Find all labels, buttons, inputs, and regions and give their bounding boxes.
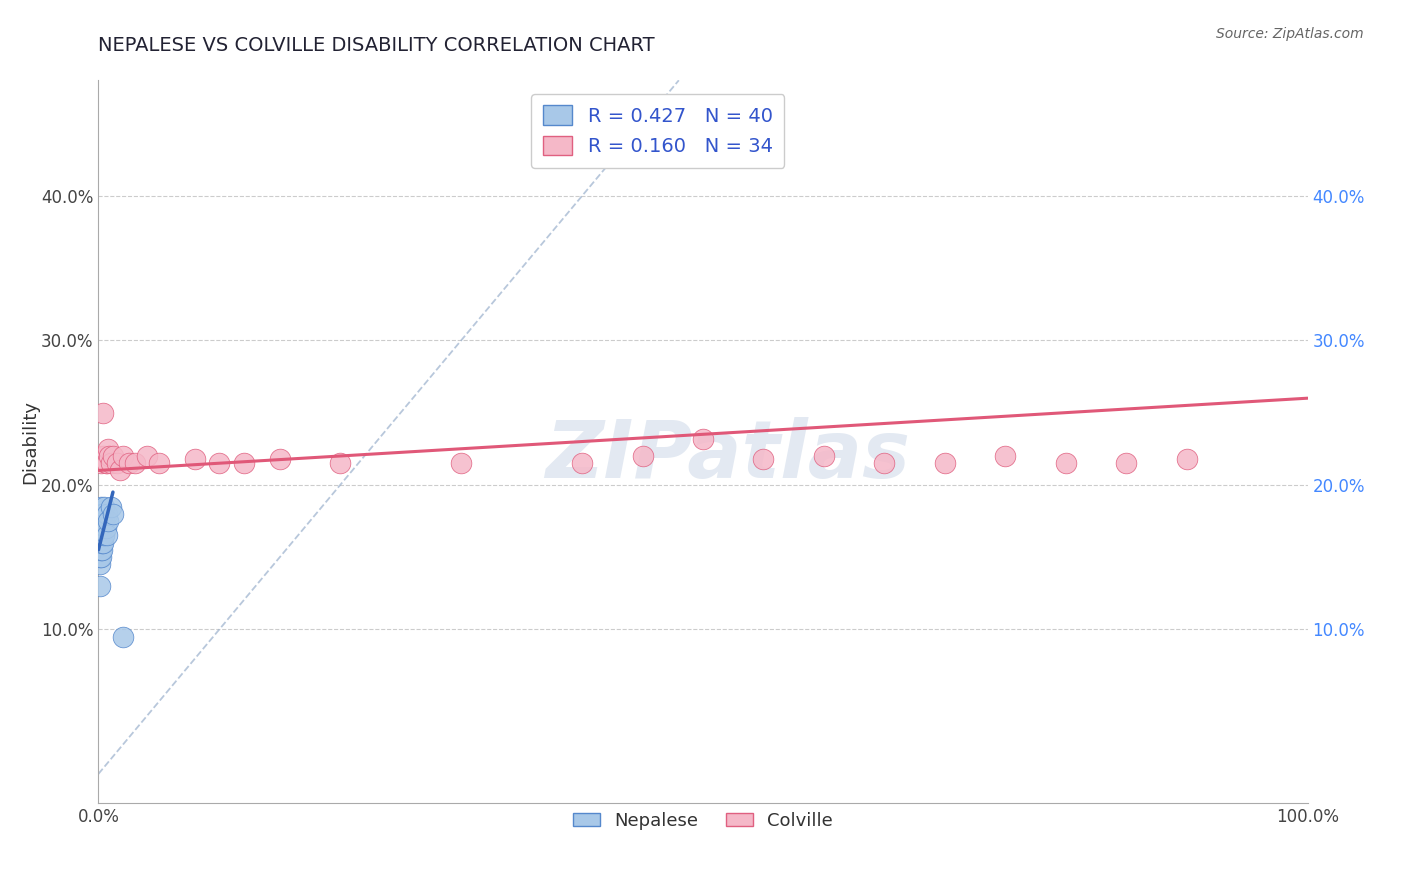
Point — [101, 507, 124, 521]
Point — [89, 558, 111, 572]
Point — [94, 456, 117, 470]
Point — [89, 509, 111, 524]
Point — [108, 463, 131, 477]
Point — [89, 542, 111, 557]
Point — [329, 456, 352, 470]
Point — [184, 451, 207, 466]
Point — [90, 514, 112, 528]
Point — [89, 528, 111, 542]
Text: ZIPatlas: ZIPatlas — [544, 417, 910, 495]
Point — [89, 514, 111, 528]
Point — [1054, 456, 1077, 470]
Point — [1175, 451, 1198, 466]
Point — [90, 542, 112, 557]
Point — [93, 514, 115, 528]
Point — [91, 507, 114, 521]
Point — [100, 500, 122, 514]
Point — [89, 550, 111, 565]
Point — [89, 524, 111, 538]
Point — [752, 451, 775, 466]
Point — [1115, 456, 1137, 470]
Point — [90, 507, 112, 521]
Point — [89, 521, 111, 535]
Point — [96, 528, 118, 542]
Point — [934, 456, 956, 470]
Point — [118, 456, 141, 470]
Point — [692, 432, 714, 446]
Point — [90, 456, 112, 470]
Point — [124, 456, 146, 470]
Point — [89, 518, 111, 533]
Point — [93, 500, 115, 514]
Point — [90, 521, 112, 535]
Point — [571, 456, 593, 470]
Point — [91, 507, 114, 521]
Point — [994, 449, 1017, 463]
Point — [135, 449, 157, 463]
Point — [208, 456, 231, 470]
Point — [100, 456, 122, 470]
Point — [91, 535, 114, 549]
Point — [91, 542, 114, 557]
Point — [873, 456, 896, 470]
Point — [96, 507, 118, 521]
Point — [98, 449, 121, 463]
Point — [91, 535, 114, 549]
Point — [450, 456, 472, 470]
Point — [111, 630, 134, 644]
Point — [90, 550, 112, 565]
Text: Source: ZipAtlas.com: Source: ZipAtlas.com — [1216, 27, 1364, 41]
Point — [89, 539, 111, 553]
Point — [89, 533, 111, 547]
Point — [90, 500, 112, 514]
Point — [93, 449, 115, 463]
Point — [90, 528, 112, 542]
Point — [91, 449, 114, 463]
Point — [91, 521, 114, 535]
Point — [90, 535, 112, 549]
Point — [91, 406, 114, 420]
Point — [93, 528, 115, 542]
Point — [105, 456, 128, 470]
Legend: Nepalese, Colville: Nepalese, Colville — [565, 805, 841, 837]
Point — [148, 456, 170, 470]
Point — [813, 449, 835, 463]
Point — [111, 449, 134, 463]
Point — [269, 451, 291, 466]
Point — [89, 579, 111, 593]
Point — [101, 449, 124, 463]
Point — [91, 521, 114, 535]
Text: NEPALESE VS COLVILLE DISABILITY CORRELATION CHART: NEPALESE VS COLVILLE DISABILITY CORRELAT… — [98, 36, 655, 54]
Y-axis label: Disability: Disability — [21, 400, 39, 483]
Point — [89, 504, 111, 518]
Point — [97, 442, 120, 456]
Point — [631, 449, 654, 463]
Point — [232, 456, 254, 470]
Point — [89, 507, 111, 521]
Point — [96, 456, 118, 470]
Point — [94, 521, 117, 535]
Point — [97, 514, 120, 528]
Point — [89, 535, 111, 549]
